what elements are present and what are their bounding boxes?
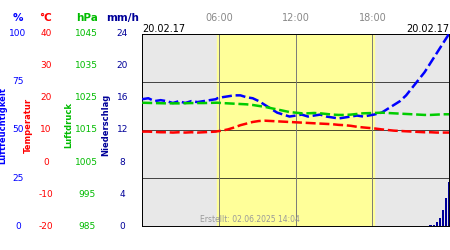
Text: Erstellt: 02.06.2025 14:04: Erstellt: 02.06.2025 14:04 — [200, 215, 300, 224]
Bar — [439, 218, 441, 226]
Text: 985: 985 — [78, 222, 95, 231]
Text: 10: 10 — [40, 126, 52, 134]
Text: 18:00: 18:00 — [359, 12, 386, 22]
Text: 1025: 1025 — [76, 94, 98, 102]
Text: 20.02.17: 20.02.17 — [142, 24, 185, 34]
Text: 0: 0 — [43, 158, 49, 166]
Text: 1035: 1035 — [75, 61, 99, 70]
Text: 06:00: 06:00 — [205, 12, 233, 22]
Text: 50: 50 — [12, 126, 24, 134]
Text: 4: 4 — [120, 190, 125, 199]
Bar — [445, 198, 447, 226]
Text: 40: 40 — [40, 29, 52, 38]
Text: 0: 0 — [120, 222, 125, 231]
Text: 30: 30 — [40, 61, 52, 70]
Text: 16: 16 — [117, 94, 128, 102]
Bar — [217, 34, 374, 226]
Bar — [442, 210, 444, 226]
Text: hPa: hPa — [76, 12, 98, 22]
Bar — [432, 225, 435, 226]
Bar — [448, 182, 450, 226]
Text: mm/h: mm/h — [106, 12, 139, 22]
Text: 24: 24 — [117, 29, 128, 38]
Text: Niederschlag: Niederschlag — [102, 94, 111, 156]
Text: 12:00: 12:00 — [282, 12, 310, 22]
Text: -20: -20 — [39, 222, 53, 231]
Text: -10: -10 — [39, 190, 53, 199]
Bar — [436, 222, 438, 226]
Text: Temperatur: Temperatur — [24, 98, 33, 152]
Text: 995: 995 — [78, 190, 95, 199]
Text: 1005: 1005 — [75, 158, 99, 166]
Text: 12: 12 — [117, 126, 128, 134]
Text: 20: 20 — [117, 61, 128, 70]
Text: °C: °C — [40, 12, 52, 22]
Text: 25: 25 — [12, 174, 24, 182]
Text: 100: 100 — [9, 29, 27, 38]
Text: 20: 20 — [40, 94, 52, 102]
Text: 0: 0 — [15, 222, 21, 231]
Text: %: % — [13, 12, 23, 22]
Text: Luftdruck: Luftdruck — [64, 102, 73, 148]
Text: 1045: 1045 — [76, 29, 98, 38]
Text: 20.02.17: 20.02.17 — [406, 24, 449, 34]
Text: Luftfeuchtigkeit: Luftfeuchtigkeit — [0, 86, 7, 164]
Text: 75: 75 — [12, 78, 24, 86]
Text: 1015: 1015 — [75, 126, 99, 134]
Text: 8: 8 — [120, 158, 125, 166]
